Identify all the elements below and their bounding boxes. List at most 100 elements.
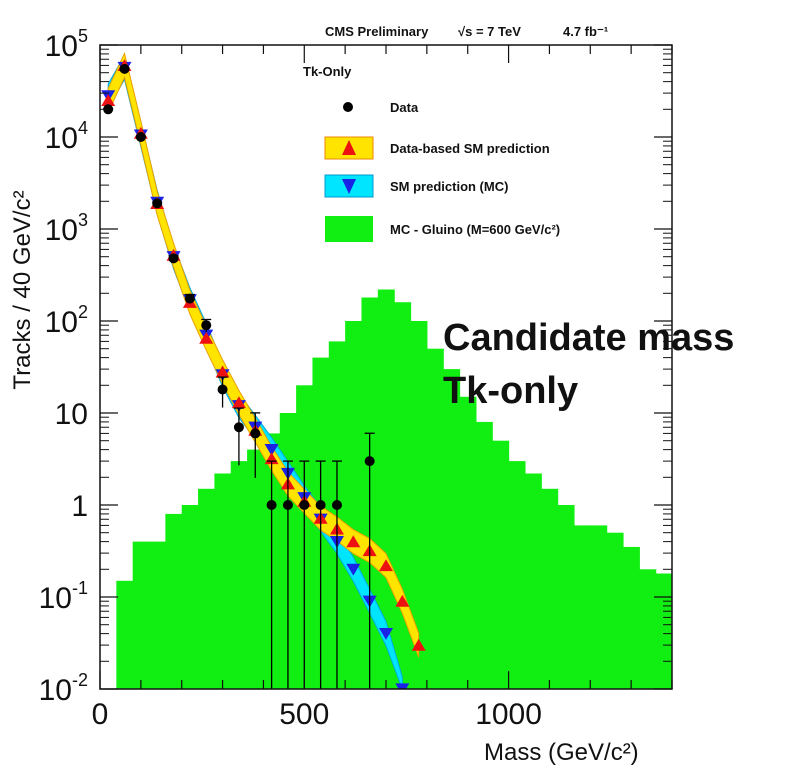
legend-sm-mc-marker — [342, 179, 356, 194]
y-axis-title: Tracks / 40 GeV/c² — [9, 190, 36, 389]
gluino-bin — [345, 321, 363, 689]
sm-mc-marker — [264, 444, 279, 456]
gluino-bin — [132, 541, 150, 689]
data-point — [250, 428, 261, 439]
gluino-bin — [770, 625, 787, 689]
header-energy: √s = 7 TeV — [458, 24, 521, 39]
gluino-bin — [622, 546, 640, 689]
data-based-sm-marker — [411, 638, 426, 651]
data-point — [282, 500, 293, 510]
x-axis-title: Mass (GeV/c²) — [484, 739, 639, 766]
legend-data-based-sm-label: Data-based SM prediction — [390, 141, 550, 156]
header: CMS Preliminary √s = 7 TeV 4.7 fb⁻¹ — [325, 24, 608, 39]
gluino-bin — [754, 617, 771, 689]
legend-gluino-swatch — [325, 216, 373, 242]
y-tick-label: 10 — [55, 398, 88, 431]
data-points — [103, 63, 375, 689]
gluino-bin — [181, 505, 199, 689]
gluino-bin — [377, 289, 395, 689]
data-point — [152, 198, 163, 209]
data-point — [168, 253, 179, 264]
legend-title: Tk-Only — [303, 64, 352, 79]
data-based-sm-marker — [101, 94, 116, 106]
header-experiment: CMS Preliminary — [325, 24, 429, 39]
gluino-bin — [165, 513, 183, 689]
gluino-bin — [492, 440, 510, 689]
y-tick-label: 10-1 — [39, 578, 88, 615]
sm-mc-marker — [379, 628, 393, 640]
data-point — [299, 500, 310, 510]
x-tick-label: 1000 — [475, 698, 542, 731]
gluino-bin — [443, 369, 461, 689]
gluino-bin — [508, 461, 526, 689]
gluino-bin — [557, 505, 575, 689]
gluino-bin — [475, 421, 493, 689]
axis-ticks — [99, 44, 673, 690]
gluino-bin — [410, 321, 428, 689]
data-based-sm-marker — [199, 331, 214, 344]
sm-mc-marker — [346, 563, 361, 576]
gluino-bin — [426, 348, 444, 689]
y-tick-labels: 10-2 10-1 1 10 102 103 104 105 — [39, 26, 88, 707]
annotation-line1: Candidate mass — [443, 317, 734, 359]
header-luminosity: 4.7 fb⁻¹ — [563, 24, 608, 39]
y-tick-label: 1 — [71, 490, 88, 523]
data-point — [233, 422, 244, 433]
legend-entry-data: Data — [343, 100, 419, 115]
data-point — [364, 456, 375, 467]
y-tick-label: 103 — [45, 210, 88, 247]
gluino-bin — [688, 560, 705, 689]
y-tick-label: 10-2 — [39, 670, 88, 707]
data-point — [217, 384, 228, 395]
data-based-sm-marker — [231, 396, 246, 409]
gluino-bin — [705, 581, 722, 689]
gluino-bin — [149, 541, 166, 689]
sm-mc-marker — [395, 683, 410, 689]
y-tick-label: 102 — [45, 302, 88, 339]
data-based-sm-marker — [346, 535, 361, 548]
gluino-bin — [214, 473, 232, 689]
gluino-bin — [230, 461, 248, 689]
prediction-bands — [107, 51, 420, 689]
gluino-bin — [198, 488, 215, 689]
gluino-bin — [737, 606, 754, 689]
gluino-bin — [786, 581, 803, 689]
legend-sm-mc-label: SM prediction (MC) — [390, 179, 508, 194]
legend-entry-sm-mc: SM prediction (MC) — [324, 174, 508, 198]
data-point — [119, 63, 130, 74]
data-based-sm-band — [107, 51, 420, 658]
gluino-bin — [116, 580, 134, 689]
x-tick-label: 500 — [279, 698, 329, 731]
legend-data-label: Data — [390, 100, 419, 115]
legend-data-based-sm-marker — [342, 140, 356, 155]
legend-entry-gluino: MC - Gluino (M=600 GeV/c²) — [325, 216, 560, 242]
data-point — [184, 293, 195, 304]
legend-data-marker — [343, 102, 353, 112]
data-point — [331, 500, 342, 510]
x-tick-label: 0 — [92, 698, 109, 731]
legend: Tk-Only Data Data-based SM prediction SM… — [303, 64, 560, 242]
gluino-bin — [672, 581, 689, 689]
data-based-sm-marker — [379, 559, 393, 572]
gluino-bin — [459, 396, 477, 689]
annotation-line2: Tk-only — [443, 370, 578, 412]
data-point — [266, 500, 277, 510]
x-tick-labels: 0 500 1000 — [92, 698, 542, 731]
data-based-sm-marker — [395, 594, 410, 607]
data-point — [315, 500, 326, 510]
gluino-bin — [573, 525, 591, 689]
gluino-bin — [247, 449, 265, 689]
gluino-bin — [541, 488, 559, 689]
data-point — [135, 132, 146, 142]
data-point — [201, 320, 212, 331]
gluino-bin — [639, 569, 657, 689]
y-tick-label: 105 — [45, 26, 88, 63]
gluino-histogram — [116, 289, 803, 689]
gluino-bin — [606, 532, 624, 689]
legend-entry-data-based-sm: Data-based SM prediction — [324, 136, 550, 160]
data-based-sm-marker — [215, 365, 230, 378]
gluino-bin — [590, 525, 608, 689]
gluino-bin — [721, 597, 738, 689]
gluino-bin — [655, 573, 672, 689]
